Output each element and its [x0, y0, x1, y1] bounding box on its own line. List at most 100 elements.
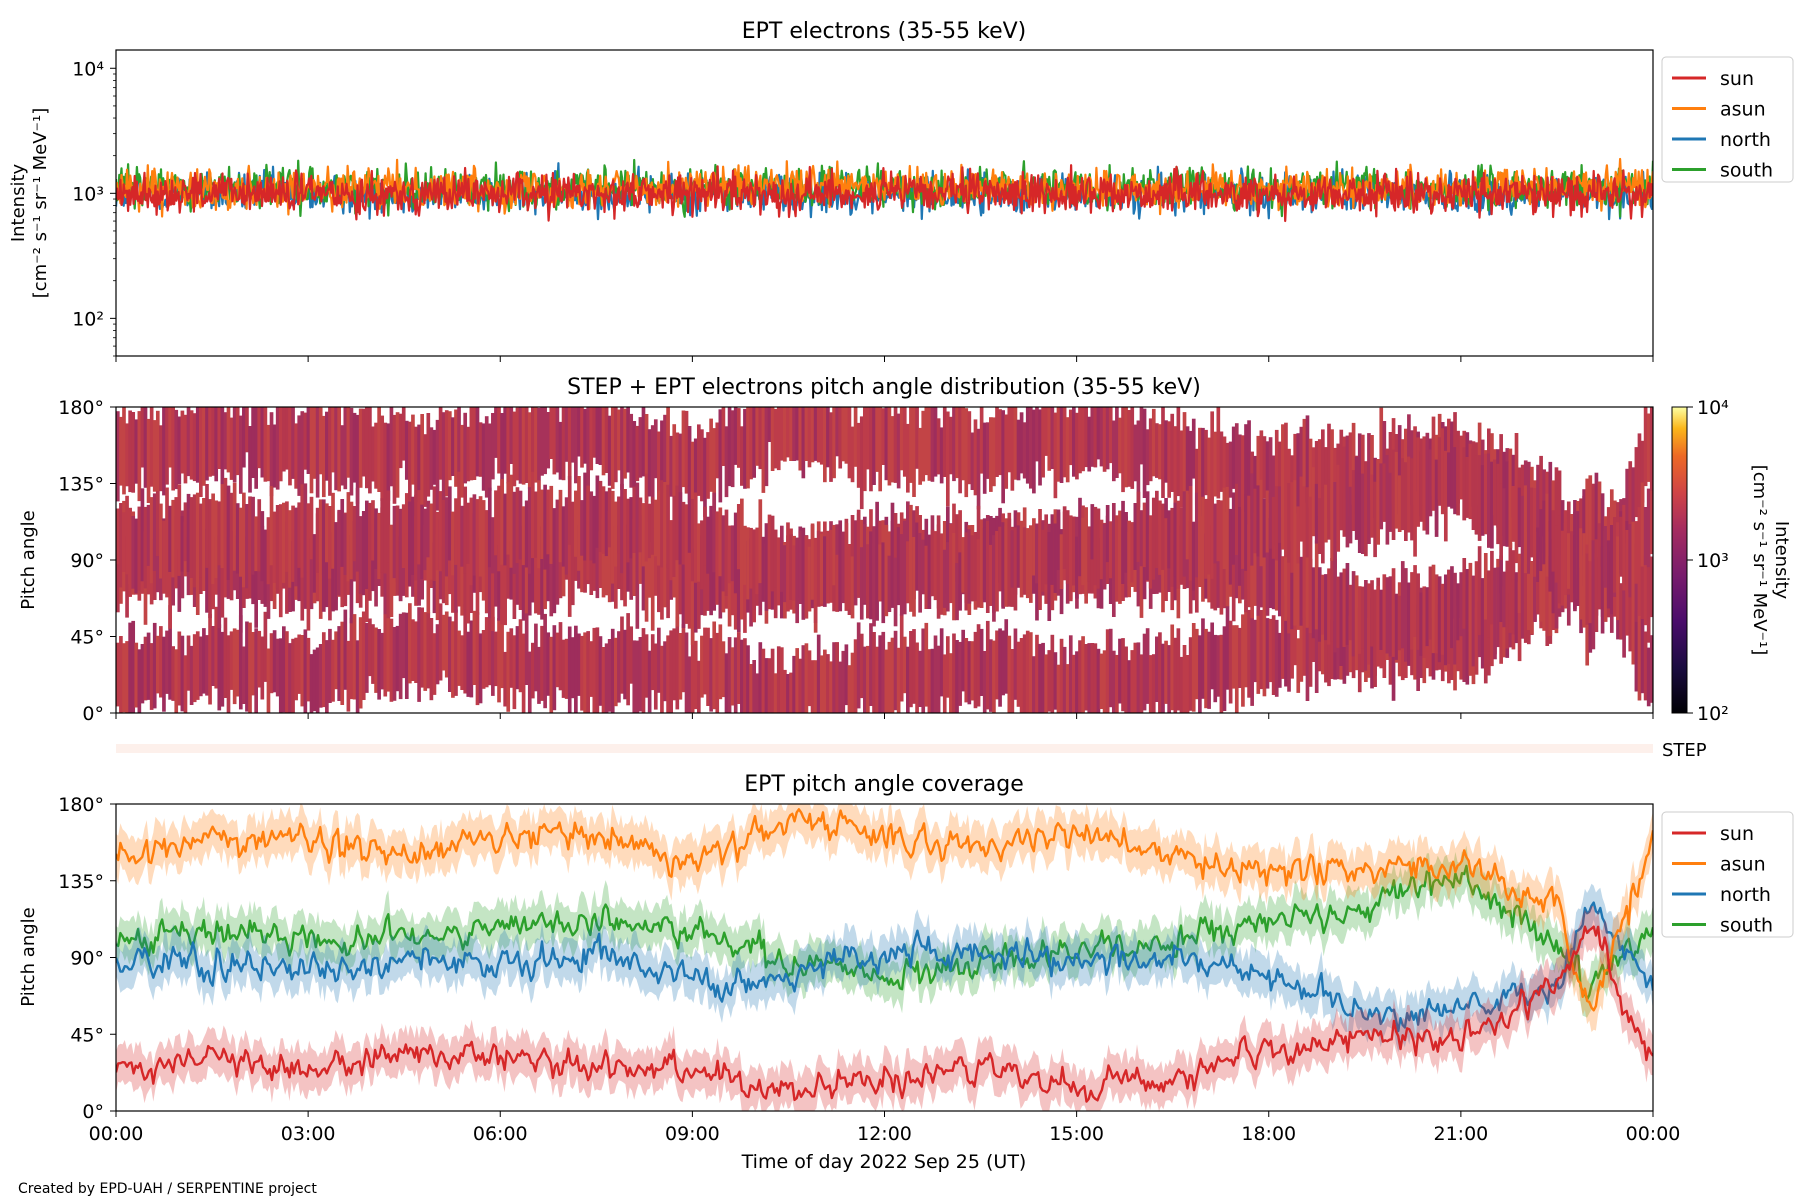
pad-cell [816, 634, 821, 713]
pad-cell [899, 534, 904, 616]
pad-cell [395, 505, 400, 583]
panel1-ytick-label: 10² [72, 308, 104, 330]
pad-cell [229, 631, 234, 690]
pad-cell [982, 527, 987, 599]
pad-cell [1274, 486, 1279, 561]
pad-cell [432, 486, 437, 581]
pad-cell [598, 480, 603, 552]
pad-cell [1391, 614, 1396, 701]
pad-cell [306, 503, 311, 570]
pad-cell [985, 620, 990, 710]
pad-cell [1579, 528, 1583, 620]
pad-cell [1072, 516, 1076, 586]
pad-cell [989, 639, 993, 712]
pad-cell [278, 638, 283, 713]
pad-cell [893, 630, 898, 711]
pad-cell [346, 640, 351, 712]
pad-cell [512, 491, 517, 574]
pad-cell [856, 509, 861, 598]
pad-cell [1523, 485, 1528, 574]
pad-cell [540, 489, 544, 559]
pad-cell [955, 407, 959, 479]
pad-cell [549, 636, 554, 713]
pad-cell [869, 407, 873, 492]
pad-cell [383, 614, 388, 697]
pad-cell [973, 532, 978, 601]
pad-cell [1379, 407, 1384, 501]
pad-cell [638, 417, 643, 478]
pad-cell [1367, 583, 1371, 665]
pad-cell [1207, 631, 1211, 709]
pad-cell [509, 628, 514, 688]
pad-cell [260, 407, 265, 478]
pad-cell [1072, 654, 1076, 713]
pad-cell [1471, 441, 1476, 530]
pad-cell [890, 637, 895, 713]
pad-cell [374, 508, 378, 569]
panel1-ytick-label: 10⁴ [72, 58, 104, 80]
pad-cell [1634, 447, 1639, 518]
pad-cell [168, 605, 172, 700]
pad-cell [844, 644, 849, 706]
pad-cell [1533, 488, 1537, 577]
pad-cell [1102, 407, 1107, 472]
pad-cell [1290, 541, 1294, 630]
pad-cell [205, 528, 209, 613]
pad-cell [1284, 595, 1288, 687]
pad-cell [1302, 539, 1307, 619]
pad-cell [819, 407, 824, 465]
pad-cell [933, 407, 938, 477]
pad-cell [211, 626, 215, 686]
pad-cell [755, 673, 760, 713]
pad-cell [1360, 473, 1365, 554]
pad-cell [601, 486, 606, 554]
pad-cell [1090, 407, 1095, 467]
pad-cell [122, 407, 126, 495]
pad-cell [644, 414, 649, 502]
pad-cell [1453, 572, 1457, 665]
pad-cell [1327, 423, 1331, 519]
pad-cell [116, 411, 120, 502]
legend-label-north: north [1720, 129, 1771, 151]
pad-cell [567, 626, 572, 713]
pad-cell [331, 492, 335, 569]
pad-cell [564, 407, 569, 462]
pad-cell [1059, 407, 1064, 483]
pad-cell [967, 529, 972, 604]
pad-cell [1065, 417, 1070, 483]
pad-cell [235, 503, 240, 574]
pad-cell [128, 410, 132, 493]
pad-cell [1431, 437, 1436, 511]
pad-cell [989, 417, 993, 492]
pad-cell [632, 640, 637, 713]
pad-cell [429, 503, 434, 580]
pad-cell [377, 512, 381, 580]
pad-cell [137, 506, 142, 591]
pad-cell [1161, 643, 1165, 713]
pad-cell [152, 622, 157, 709]
pad-cell [1108, 628, 1113, 708]
pad-cell [223, 412, 228, 470]
pad-cell [684, 632, 689, 713]
pad-cell [1459, 572, 1464, 637]
pad-cell [1185, 655, 1190, 713]
pad-cell [242, 407, 246, 468]
pad-cell [1228, 441, 1233, 498]
pad-cell [779, 647, 784, 713]
pad-cell [1514, 433, 1519, 520]
pad-cell [1253, 619, 1258, 683]
pad-cell [478, 422, 483, 477]
pad-cell [1241, 614, 1245, 707]
pad-cell [232, 482, 237, 571]
pad-cell [826, 654, 830, 713]
pad-cell [1563, 510, 1568, 596]
pad-cell [706, 432, 710, 499]
pad-cell [1204, 429, 1208, 496]
pad-cell [958, 407, 962, 494]
pad-cell [334, 407, 338, 491]
pad-cell [795, 537, 800, 624]
pad-cell [586, 407, 590, 487]
pad-cell [1145, 491, 1150, 581]
pad-cell [285, 631, 289, 713]
pad-cell [1130, 522, 1135, 583]
